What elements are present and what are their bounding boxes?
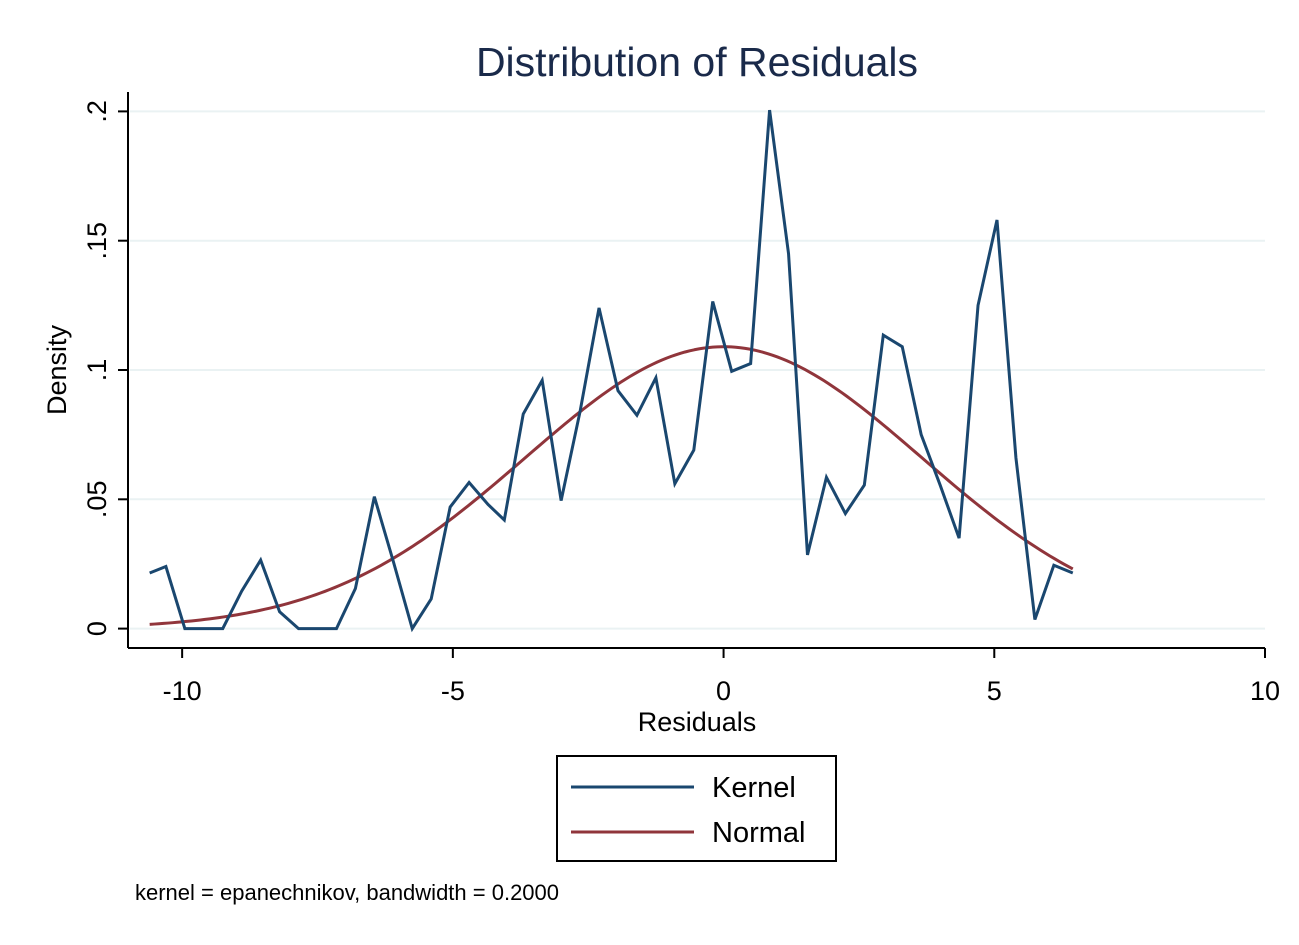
kernel-point-38	[863, 484, 865, 486]
y-axis-label: Density	[42, 324, 72, 415]
kernel-point-17	[468, 481, 470, 483]
kernel-point-7	[278, 611, 280, 613]
kernel-point-9	[316, 627, 318, 629]
kernel-point-6	[259, 559, 261, 561]
kernel-point-11	[354, 587, 356, 589]
x-tick-label-1: -5	[441, 676, 465, 706]
kernel-point-28	[674, 483, 676, 485]
kernel-point-45	[996, 219, 998, 221]
kernel-point-16	[449, 506, 451, 508]
kernel-point-27	[655, 377, 657, 379]
kernel-point-34	[787, 252, 789, 254]
kernel-point-2	[184, 627, 186, 629]
x-tick-label-4: 10	[1250, 676, 1280, 706]
kernel-point-14	[411, 627, 413, 629]
kernel-point-49	[1072, 572, 1074, 574]
y-tick-label-0: 0	[82, 621, 112, 636]
kernel-point-46	[1015, 457, 1017, 459]
kernel-point-44	[977, 304, 979, 306]
kernel-point-36	[825, 476, 827, 478]
series-line-normal	[149, 345, 1074, 626]
kernel-point-29	[693, 449, 695, 451]
x-axis-label: Residuals	[638, 707, 757, 737]
series-line-kernel	[149, 109, 1074, 633]
x-tick-label-3: 5	[987, 676, 1002, 706]
kernel-point-5	[241, 590, 243, 592]
kernel-point-47	[1034, 618, 1036, 620]
kernel-point-37	[844, 512, 846, 514]
kernel-point-10	[335, 627, 337, 629]
kernel-point-22	[560, 499, 562, 501]
kernel-point-40	[901, 346, 903, 348]
y-tick-label-3: .15	[82, 222, 112, 260]
series-layer	[148, 109, 1074, 633]
kernel-point-18	[487, 503, 489, 505]
kernel-point-12	[373, 496, 375, 498]
x-tick-label-0: -10	[163, 676, 202, 706]
y-axis-ticks: 0 .05 .1 .15 .2	[82, 100, 128, 636]
kernel-point-4	[222, 627, 224, 629]
kernel-point-43	[958, 537, 960, 539]
kernel-point-32	[749, 362, 751, 364]
kernel-point-33	[768, 109, 770, 111]
kernel-point-21	[541, 379, 543, 381]
kernel-point-0	[148, 572, 150, 574]
y-tick-label-4: .2	[82, 100, 112, 123]
kernel-point-31	[730, 370, 732, 372]
legend-label-kernel: Kernel	[712, 772, 796, 804]
kernel-point-42	[939, 484, 941, 486]
kernel-point-48	[1053, 564, 1055, 566]
legend: Kernel Normal	[556, 755, 837, 862]
chart-note: kernel = epanechnikov, bandwidth = 0.200…	[135, 880, 559, 905]
legend-label-normal: Normal	[712, 817, 805, 849]
kernel-point-24	[598, 307, 600, 309]
kernel-point-23	[579, 410, 581, 412]
x-tick-label-2: 0	[716, 676, 731, 706]
chart-title: Distribution of Residuals	[476, 39, 918, 85]
kernel-point-19	[503, 519, 505, 521]
kernel-point-15	[430, 598, 432, 600]
kernel-point-41	[920, 433, 922, 435]
kernel-point-13	[392, 560, 394, 562]
kernel-point-35	[806, 554, 808, 556]
y-tick-label-1: .05	[82, 481, 112, 519]
kernel-point-39	[882, 334, 884, 336]
grid-lines	[130, 110, 1265, 630]
kernel-point-30	[712, 300, 714, 302]
kernel-point-25	[617, 389, 619, 391]
kernel-point-8	[297, 627, 299, 629]
kernel-point-3	[203, 627, 205, 629]
kernel-point-26	[636, 414, 638, 416]
x-axis-ticks: -10 -5 0 5 10	[163, 648, 1280, 706]
kernel-point-1	[165, 565, 167, 567]
legend-box	[556, 755, 837, 862]
kernel-point-20	[522, 413, 524, 415]
y-tick-label-2: .1	[82, 359, 112, 382]
